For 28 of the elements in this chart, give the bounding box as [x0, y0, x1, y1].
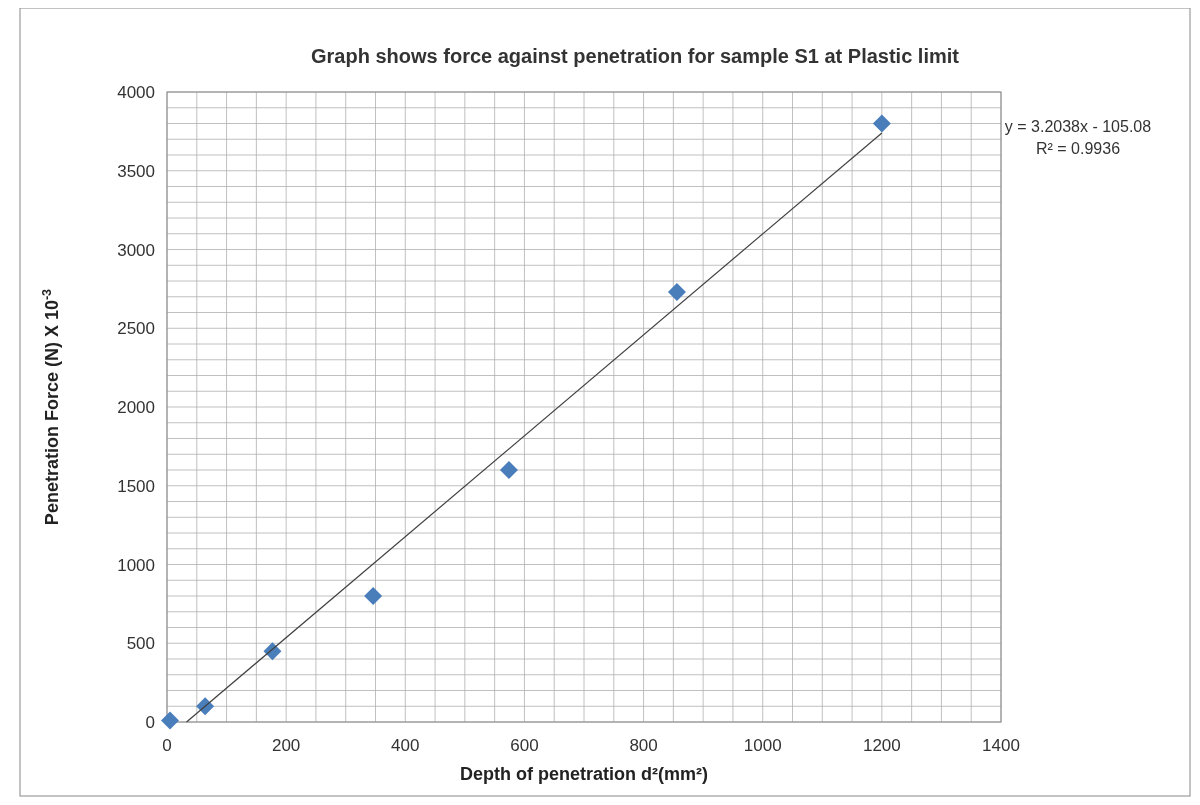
x-tick-label: 400 — [391, 736, 420, 755]
y-tick-label: 1000 — [117, 555, 155, 575]
x-tick-label: 0 — [162, 736, 172, 755]
x-tick-label: 1200 — [862, 736, 901, 755]
chart-title: Graph shows force against penetration for sample S1 at Plastic limit — [311, 45, 960, 67]
x-tick-label: 800 — [629, 736, 658, 755]
point — [667, 283, 686, 302]
y-tick-label: 2000 — [117, 398, 155, 417]
text: y = 3.2038x - 105.08 — [1004, 118, 1152, 135]
y-tick-label: 4000 — [117, 83, 155, 102]
x-tick-label: 1000 — [743, 736, 782, 755]
y-tick-label: 500 — [126, 634, 155, 654]
point — [499, 461, 518, 479]
text: R² = 0.9936 — [1035, 140, 1121, 157]
x-tick-label: 600 — [510, 736, 539, 755]
point — [872, 114, 891, 133]
y-tick-label: 1500 — [117, 476, 155, 496]
x-axis-title: Depth of penetration d²(mm²) — [460, 764, 708, 784]
y-tick-label: 3000 — [117, 240, 155, 260]
point — [160, 711, 179, 730]
y-tick-label: 2500 — [117, 319, 155, 339]
y-tick-label: 0 — [145, 713, 155, 732]
point — [364, 587, 383, 605]
y-tick-label: 3500 — [117, 161, 155, 181]
x-tick-label: 200 — [271, 736, 301, 755]
x-tick-label: 1400 — [982, 736, 1020, 755]
point — [263, 642, 282, 661]
point — [196, 697, 215, 716]
